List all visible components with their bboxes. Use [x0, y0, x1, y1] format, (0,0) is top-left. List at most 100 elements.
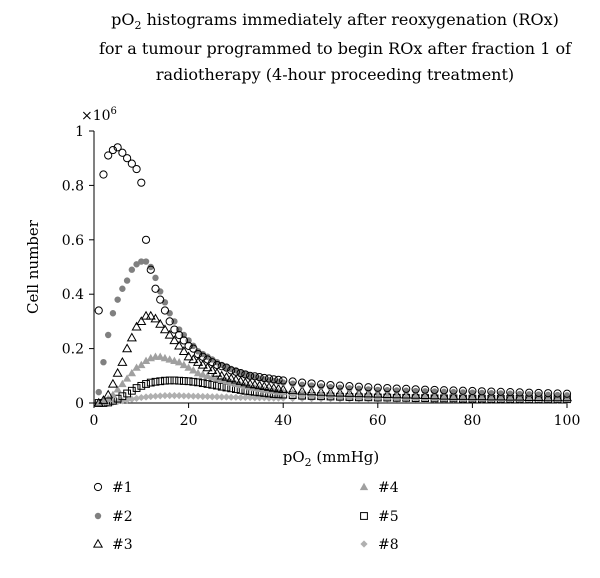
legend-entry: #2 [94, 509, 133, 525]
data-point [164, 329, 175, 339]
data-point [278, 384, 289, 394]
y-tick-label: 0.4 [62, 287, 84, 303]
y-tick-label: 0.6 [62, 233, 84, 249]
data-point [268, 382, 279, 392]
data-point [208, 380, 217, 389]
data-point [207, 365, 218, 375]
legend-entry: #4 [359, 480, 399, 496]
data-point [117, 356, 128, 366]
data-point [449, 386, 458, 395]
legend-entry: #8 [360, 537, 399, 553]
data-point [136, 316, 147, 326]
data-point [213, 381, 221, 390]
data-point [345, 382, 354, 391]
data-point [515, 393, 524, 402]
data-point [132, 384, 141, 392]
data-point [273, 383, 284, 393]
data-point [203, 371, 212, 379]
data-point [123, 277, 131, 284]
data-point [274, 375, 283, 384]
data-point [178, 346, 189, 355]
data-point [189, 344, 198, 353]
x-tick-label: 80 [463, 413, 481, 429]
data-point [170, 376, 179, 385]
legend-marker [360, 540, 368, 548]
data-point [202, 362, 213, 372]
data-point [170, 392, 179, 400]
data-point [142, 393, 150, 401]
data-point [94, 306, 103, 315]
data-point [175, 376, 184, 385]
data-point [203, 380, 212, 388]
data-point [137, 360, 146, 369]
data-point [193, 368, 203, 377]
data-point [203, 392, 212, 401]
data-point [208, 393, 216, 401]
data-point [525, 388, 534, 397]
data-point [382, 389, 393, 398]
data-point [468, 393, 477, 401]
data-point [118, 148, 127, 157]
data-point [476, 391, 487, 401]
data-point [392, 384, 401, 393]
data-point [429, 390, 440, 400]
legend-marker [93, 482, 103, 492]
data-point [184, 341, 193, 350]
data-point [487, 393, 496, 401]
x-axis-label: pO2 (mmHg) [283, 448, 380, 469]
data-point [194, 378, 202, 387]
data-point [93, 397, 104, 407]
data-point [477, 393, 487, 401]
data-point [221, 371, 232, 381]
data-point [119, 285, 126, 292]
data-point [468, 386, 477, 396]
data-point [216, 370, 227, 380]
data-point [107, 378, 118, 388]
data-point [316, 380, 326, 389]
y-tick-label: 0.2 [62, 342, 84, 358]
data-point [335, 381, 345, 390]
data-point [156, 295, 165, 304]
data-point [355, 385, 363, 393]
data-point [250, 372, 259, 381]
data-point [160, 353, 170, 362]
data-point [372, 388, 383, 398]
chart-title-line-2: for a tumour programmed to begin ROx aft… [99, 39, 572, 58]
data-point [336, 395, 344, 403]
data-point [98, 395, 109, 404]
data-point [391, 389, 402, 399]
data-point [411, 385, 420, 394]
data-point [174, 340, 185, 350]
data-point [236, 368, 245, 378]
data-point [254, 380, 265, 390]
data-point [183, 351, 194, 361]
data-point [180, 392, 188, 400]
data-point [100, 359, 107, 366]
y-axis-multiplier: ×106 [81, 106, 117, 124]
data-point [255, 373, 264, 382]
data-point [308, 382, 315, 389]
data-point [118, 392, 127, 401]
data-point [354, 382, 363, 391]
data-point [543, 389, 553, 398]
data-point [132, 164, 141, 174]
data-point [137, 393, 145, 402]
data-point [142, 258, 150, 265]
data-point [160, 306, 170, 315]
data-point [486, 391, 497, 401]
data-point [126, 332, 137, 342]
x-tick-label: 60 [369, 413, 387, 429]
data-point [145, 310, 156, 320]
data-point [279, 387, 288, 396]
data-point [344, 388, 355, 397]
data-point [402, 387, 410, 394]
data-point [298, 381, 306, 388]
data-point [198, 352, 207, 361]
legend-label: #1 [112, 480, 133, 496]
data-point [420, 390, 431, 400]
data-point [217, 362, 226, 371]
data-point [315, 386, 327, 396]
data-point [159, 324, 171, 334]
data-point [515, 388, 524, 397]
